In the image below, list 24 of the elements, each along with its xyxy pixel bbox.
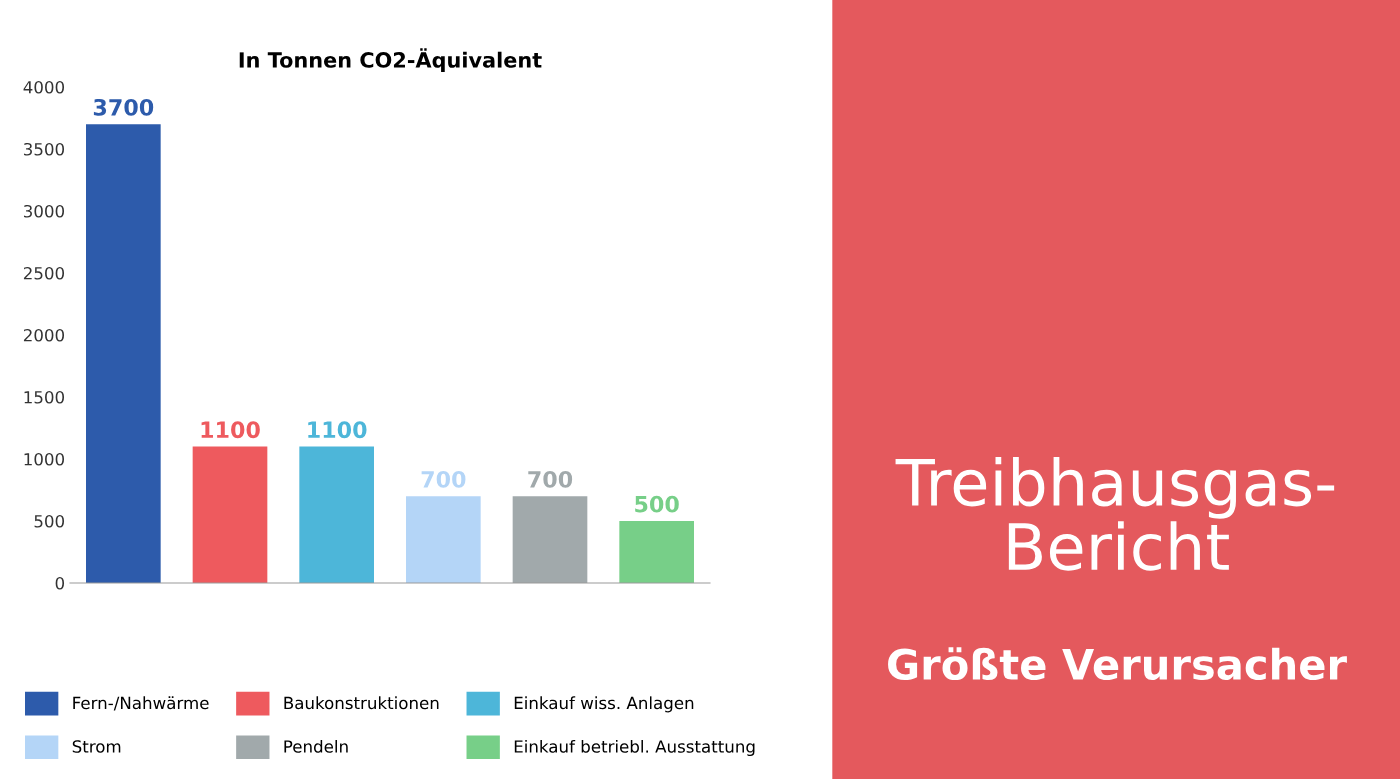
data-label: 3700 [93, 98, 154, 116]
y-tick-label: 2500 [23, 266, 65, 280]
y-tick-label: 3500 [23, 142, 65, 156]
y-tick-label: 1000 [24, 452, 65, 466]
y-tick-label: 2000 [23, 328, 65, 342]
y-tick-label: 500 [34, 514, 65, 528]
y-tick-label: 1500 [24, 390, 65, 404]
y-tick-label: 0 [55, 576, 65, 590]
legend-label: Strom [72, 740, 121, 753]
text: Größte Verursacher [888, 647, 1347, 681]
data-label: 700 [421, 470, 466, 488]
legend-label: Einkauf wiss. Anlagen [514, 696, 694, 713]
data-label: 500 [635, 495, 679, 513]
legend-label: Einkauf betriebl. Ausstattung [514, 739, 755, 757]
chart-title: In Tonnen CO2-Äquivalent [239, 48, 542, 72]
text: Treibhausgas-Bericht [895, 456, 1335, 571]
data-label: 1100 [308, 421, 367, 439]
data-label: 700 [528, 470, 573, 488]
y-tick-label: 3000 [23, 204, 65, 218]
data-label: 1100 [201, 421, 260, 439]
legend-label: Baukonstruktionen [284, 696, 439, 710]
legend-label: Pendeln [284, 739, 348, 753]
y-tick-label: 4000 [23, 80, 65, 94]
legend-label: Fern-/Nahwärme [73, 696, 209, 711]
